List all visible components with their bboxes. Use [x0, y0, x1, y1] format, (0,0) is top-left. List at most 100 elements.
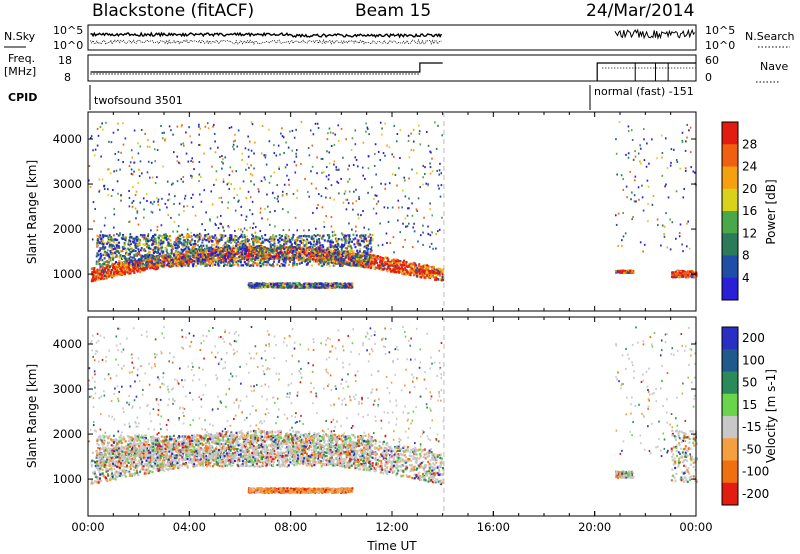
echo-cell	[184, 262, 187, 265]
echo-cell	[321, 285, 324, 288]
echo-cell	[102, 234, 105, 237]
echo-cell	[404, 263, 407, 266]
echo-cell	[187, 248, 190, 252]
echo-cell	[315, 286, 318, 289]
echo-cell	[335, 238, 338, 241]
echo-cell	[146, 244, 149, 247]
echo-cell	[339, 245, 342, 249]
echo-cell	[162, 250, 165, 253]
echo-cell	[285, 238, 288, 242]
echo-cell	[408, 273, 411, 276]
echo-cell	[435, 274, 438, 277]
echo-cell	[174, 259, 177, 262]
cpid-mode-1: twofsound 3501	[94, 94, 183, 107]
echo-cell	[319, 247, 322, 250]
echo-cell	[368, 257, 371, 261]
echo-cell	[214, 234, 217, 237]
echo-cell	[281, 256, 284, 259]
echo-cell	[379, 268, 382, 271]
echo-cell	[148, 239, 151, 242]
echo-cell	[341, 233, 344, 236]
echo-cell	[139, 249, 142, 252]
echo-cell	[104, 251, 107, 254]
echo-cell	[301, 256, 304, 260]
echo-cell	[149, 256, 152, 259]
echo-cell	[155, 263, 158, 266]
echo-cell	[354, 246, 357, 249]
echo-cell	[139, 254, 142, 257]
echo-cell	[209, 261, 212, 264]
echo-cell	[336, 254, 339, 257]
echo-cell	[229, 234, 232, 237]
echo-cell	[422, 265, 425, 268]
echo-cell	[330, 240, 333, 243]
echo-cell	[124, 261, 127, 264]
echo-cell	[348, 260, 351, 264]
echo-cell	[119, 264, 122, 267]
echo-cell	[312, 282, 315, 286]
echo-cell	[438, 274, 441, 277]
echo-cell	[243, 260, 246, 264]
echo-cell	[289, 257, 292, 260]
echo-cell	[303, 247, 306, 250]
echo-cell	[153, 250, 156, 253]
echo-cell	[197, 253, 200, 256]
echo-cell	[235, 247, 238, 250]
echo-cell	[296, 250, 299, 253]
noise-left-tick-top: 10^5	[53, 24, 83, 37]
echo-cell	[334, 246, 337, 249]
echo-cell	[438, 271, 441, 274]
echo-cell	[237, 264, 240, 267]
echo-cell	[324, 258, 327, 261]
echo-cell	[197, 257, 200, 260]
cpid-mode-2: normal (fast) -151	[594, 85, 694, 98]
echo-cell	[333, 286, 336, 289]
echo-cell	[157, 237, 160, 240]
echo-cell	[193, 242, 196, 245]
echo-cell	[182, 263, 185, 267]
echo-cell	[345, 254, 348, 257]
echo-cell	[97, 261, 100, 264]
echo-cell	[249, 253, 252, 256]
echo-cell	[313, 285, 316, 289]
echo-cell	[268, 240, 271, 243]
echo-cell	[284, 254, 287, 258]
echo-cell	[287, 246, 290, 249]
echo-cell	[408, 263, 411, 266]
echo-cell	[96, 241, 99, 245]
echo-cell	[358, 243, 361, 246]
echo-cell	[405, 260, 408, 264]
echo-cell	[299, 247, 302, 250]
echo-cell	[144, 243, 147, 246]
echo-cell	[319, 250, 322, 254]
echo-cell	[344, 240, 347, 243]
echo-cell	[329, 246, 332, 249]
echo-cell	[676, 272, 679, 275]
echo-cell	[685, 274, 688, 278]
echo-cell	[206, 253, 209, 256]
echo-cell	[202, 258, 205, 261]
echo-cell	[364, 234, 367, 237]
echo-cell	[329, 256, 332, 260]
echo-cell	[117, 245, 120, 248]
echo-cell	[196, 259, 199, 263]
echo-cell	[116, 255, 119, 258]
echo-cell	[296, 236, 299, 240]
echo-cell	[629, 269, 632, 273]
echo-cell	[183, 248, 186, 251]
echo-cell	[313, 240, 316, 243]
echo-cell	[166, 245, 169, 248]
echo-cell	[178, 237, 181, 241]
echo-cell	[252, 282, 255, 285]
echo-cell	[334, 237, 337, 240]
echo-cell	[301, 248, 304, 251]
echo-cell	[684, 274, 687, 277]
echo-cell	[362, 239, 365, 242]
echo-cell	[117, 268, 120, 271]
echo-cell	[134, 245, 137, 248]
echo-cell	[125, 266, 128, 269]
echo-cell	[102, 236, 105, 239]
echo-cell	[160, 239, 163, 242]
echo-cell	[111, 252, 114, 255]
echo-cell	[363, 261, 366, 265]
